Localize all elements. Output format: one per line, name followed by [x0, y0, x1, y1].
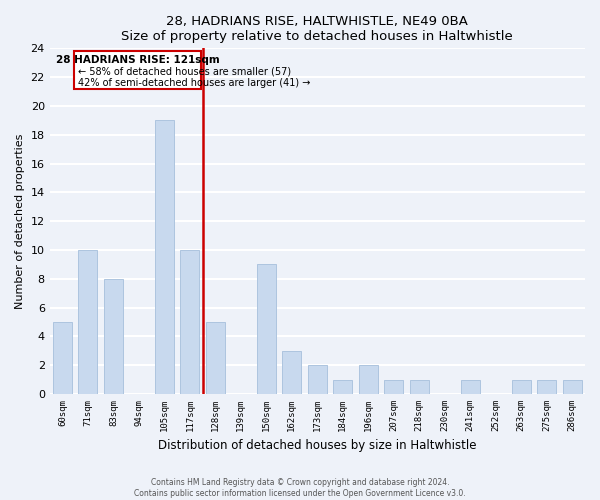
Bar	[308, 365, 327, 394]
Bar	[359, 365, 378, 394]
Bar	[181, 250, 199, 394]
Bar	[257, 264, 276, 394]
Bar	[512, 380, 531, 394]
Bar	[282, 351, 301, 394]
Bar	[53, 322, 72, 394]
FancyBboxPatch shape	[74, 51, 202, 88]
X-axis label: Distribution of detached houses by size in Haltwhistle: Distribution of detached houses by size …	[158, 440, 476, 452]
Bar	[79, 250, 97, 394]
Text: ← 58% of detached houses are smaller (57): ← 58% of detached houses are smaller (57…	[78, 66, 291, 76]
Y-axis label: Number of detached properties: Number of detached properties	[15, 134, 25, 309]
Text: 42% of semi-detached houses are larger (41) →: 42% of semi-detached houses are larger (…	[78, 78, 310, 88]
Bar	[333, 380, 352, 394]
Bar	[384, 380, 403, 394]
Text: Contains HM Land Registry data © Crown copyright and database right 2024.
Contai: Contains HM Land Registry data © Crown c…	[134, 478, 466, 498]
Bar	[155, 120, 174, 394]
Bar	[461, 380, 480, 394]
Bar	[104, 279, 123, 394]
Text: 28 HADRIANS RISE: 121sqm: 28 HADRIANS RISE: 121sqm	[56, 55, 220, 65]
Bar	[537, 380, 556, 394]
Title: 28, HADRIANS RISE, HALTWHISTLE, NE49 0BA
Size of property relative to detached h: 28, HADRIANS RISE, HALTWHISTLE, NE49 0BA…	[121, 15, 513, 43]
Bar	[563, 380, 582, 394]
Bar	[410, 380, 429, 394]
Bar	[206, 322, 225, 394]
